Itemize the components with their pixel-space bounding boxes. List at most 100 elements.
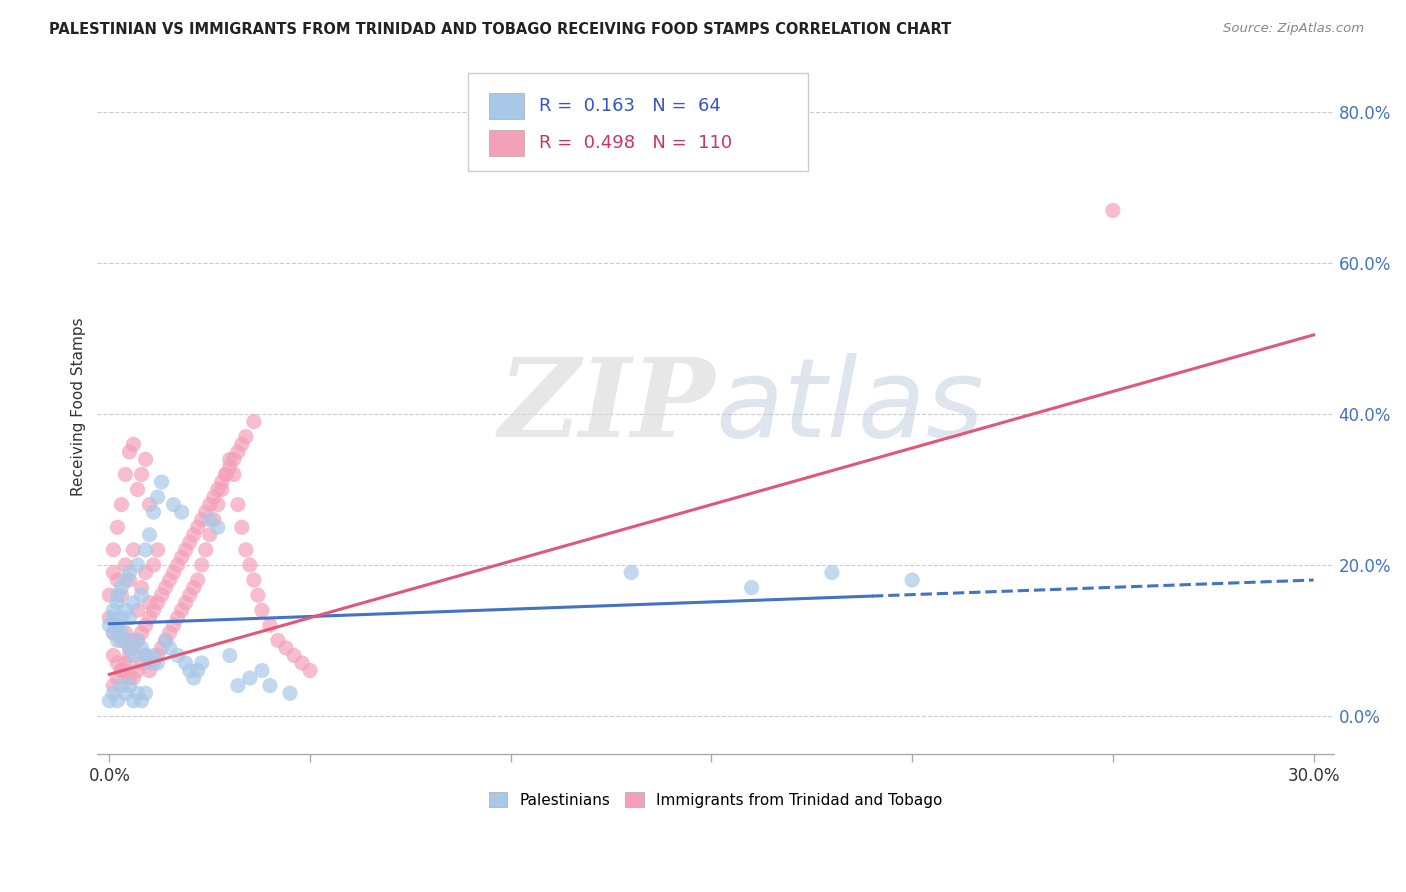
- Point: [134, 686, 156, 700]
- Point: [127, 483, 149, 497]
- Text: atlas: atlas: [716, 353, 984, 460]
- Point: [98, 611, 121, 625]
- Point: [114, 573, 136, 587]
- Point: [207, 520, 229, 534]
- Point: [239, 671, 262, 685]
- Point: [118, 573, 141, 587]
- Point: [118, 566, 141, 580]
- Point: [131, 581, 153, 595]
- Point: [283, 648, 305, 663]
- Text: R =  0.498   N =  110: R = 0.498 N = 110: [538, 134, 733, 152]
- Point: [215, 467, 238, 482]
- Point: [110, 679, 132, 693]
- Point: [190, 558, 212, 572]
- Point: [187, 520, 209, 534]
- Point: [198, 513, 221, 527]
- Point: [174, 656, 197, 670]
- Point: [146, 490, 169, 504]
- Point: [134, 542, 156, 557]
- Point: [174, 596, 197, 610]
- Point: [103, 542, 125, 557]
- Point: [620, 566, 643, 580]
- Point: [183, 528, 205, 542]
- Point: [194, 505, 217, 519]
- Point: [211, 475, 233, 489]
- Point: [183, 581, 205, 595]
- Point: [98, 588, 121, 602]
- Point: [207, 483, 229, 497]
- Point: [187, 664, 209, 678]
- Point: [103, 625, 125, 640]
- Point: [138, 656, 160, 670]
- Point: [110, 625, 132, 640]
- Point: [122, 648, 145, 663]
- Point: [107, 671, 129, 685]
- Point: [103, 566, 125, 580]
- Point: [110, 588, 132, 602]
- Point: [103, 686, 125, 700]
- Point: [170, 603, 193, 617]
- Point: [1102, 203, 1125, 218]
- Point: [127, 633, 149, 648]
- Point: [134, 452, 156, 467]
- Point: [138, 611, 160, 625]
- Text: Source: ZipAtlas.com: Source: ZipAtlas.com: [1223, 22, 1364, 36]
- Point: [215, 467, 238, 482]
- Point: [250, 664, 273, 678]
- Point: [103, 611, 125, 625]
- Point: [107, 573, 129, 587]
- Point: [122, 437, 145, 451]
- Point: [179, 664, 201, 678]
- Point: [110, 498, 132, 512]
- Point: [218, 459, 240, 474]
- Point: [155, 633, 177, 648]
- Point: [226, 498, 249, 512]
- Point: [278, 686, 301, 700]
- Point: [138, 596, 160, 610]
- Point: [246, 588, 269, 602]
- Point: [122, 640, 145, 655]
- Point: [118, 445, 141, 459]
- Point: [218, 648, 240, 663]
- Point: [114, 603, 136, 617]
- Point: [222, 452, 245, 467]
- Point: [222, 467, 245, 482]
- Legend: Palestinians, Immigrants from Trinidad and Tobago: Palestinians, Immigrants from Trinidad a…: [481, 784, 950, 815]
- Point: [118, 671, 141, 685]
- Point: [142, 603, 165, 617]
- Point: [901, 573, 924, 587]
- Point: [142, 505, 165, 519]
- Point: [162, 498, 184, 512]
- Point: [134, 618, 156, 632]
- Point: [131, 694, 153, 708]
- Point: [179, 588, 201, 602]
- Point: [98, 694, 121, 708]
- Point: [198, 528, 221, 542]
- Point: [127, 633, 149, 648]
- Point: [122, 671, 145, 685]
- Point: [118, 640, 141, 655]
- Point: [107, 618, 129, 632]
- Point: [131, 588, 153, 602]
- Point: [821, 566, 844, 580]
- Point: [142, 656, 165, 670]
- Point: [259, 618, 281, 632]
- Point: [235, 430, 257, 444]
- Point: [107, 656, 129, 670]
- Point: [98, 618, 121, 632]
- Point: [110, 611, 132, 625]
- Point: [107, 694, 129, 708]
- Point: [110, 581, 132, 595]
- Point: [202, 490, 225, 504]
- Point: [190, 656, 212, 670]
- Point: [103, 679, 125, 693]
- Point: [150, 475, 173, 489]
- Point: [267, 633, 290, 648]
- Point: [114, 656, 136, 670]
- Point: [114, 467, 136, 482]
- Point: [207, 498, 229, 512]
- Point: [170, 550, 193, 565]
- Point: [114, 633, 136, 648]
- Point: [202, 513, 225, 527]
- Y-axis label: Receiving Food Stamps: Receiving Food Stamps: [72, 318, 86, 496]
